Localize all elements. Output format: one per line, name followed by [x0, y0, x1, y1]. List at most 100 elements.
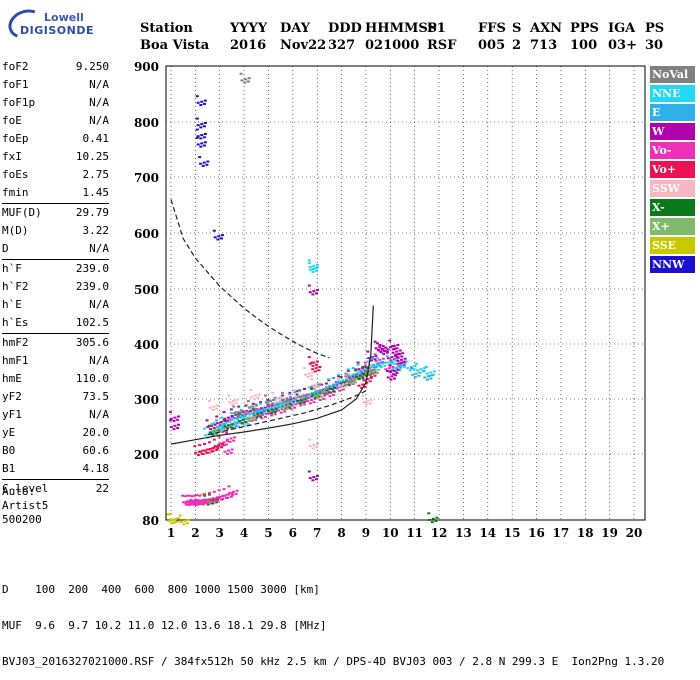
data-point	[307, 284, 311, 287]
data-point	[311, 384, 315, 387]
data-point	[246, 80, 250, 83]
data-point	[368, 380, 372, 383]
y-tick-label: 400	[134, 338, 159, 352]
header-label-4: HHMMSS	[365, 21, 437, 36]
data-point	[216, 425, 220, 428]
data-point	[281, 401, 285, 404]
data-point	[207, 491, 211, 494]
model-curve-dashed	[207, 390, 367, 436]
param-value: N/A	[89, 408, 109, 421]
x-tick-label: 6	[289, 526, 297, 540]
logo-text-line2: DIGISONDE	[20, 24, 94, 37]
data-point	[189, 499, 193, 502]
param-row: h`E N/A	[2, 296, 109, 314]
x-tick-label: 18	[577, 526, 594, 540]
param-label: hmE	[2, 372, 22, 385]
param-row: foE N/A	[2, 112, 109, 130]
data-point	[285, 407, 289, 410]
y-tick-label: 600	[134, 227, 159, 241]
data-point	[396, 359, 400, 362]
data-point	[289, 396, 293, 399]
y-tick-label: 500	[134, 283, 159, 297]
data-point	[188, 494, 192, 497]
data-point	[225, 438, 229, 441]
param-label: foE	[2, 114, 22, 127]
param-label: h`Es	[2, 316, 29, 329]
data-point	[199, 145, 203, 148]
data-point	[235, 417, 239, 420]
data-point	[182, 523, 186, 526]
data-point	[301, 395, 305, 398]
data-point	[302, 403, 306, 406]
data-point	[347, 374, 351, 377]
param-value: 22	[95, 482, 109, 495]
data-point	[411, 373, 415, 376]
data-point	[307, 356, 311, 359]
param-value: 29.79	[75, 206, 109, 219]
data-point	[378, 346, 382, 349]
data-point	[272, 399, 276, 401]
data-point	[215, 501, 219, 504]
polarization-legend: NoVal NNE E W Vo- Vo+ SSW X- X+ SSE NNW	[650, 66, 695, 275]
data-point	[301, 393, 305, 396]
data-point	[251, 402, 255, 405]
data-point	[347, 376, 351, 379]
param-row: hmF2 305.6	[2, 334, 109, 352]
data-point	[401, 352, 405, 355]
data-point	[244, 414, 248, 417]
data-point	[362, 372, 366, 375]
data-point	[221, 430, 225, 433]
legend-entry: W	[650, 123, 695, 140]
data-point	[191, 501, 195, 504]
data-point	[230, 424, 234, 427]
data-point	[389, 370, 393, 373]
data-point	[343, 384, 347, 387]
header-label-5: P1	[427, 21, 446, 36]
data-point	[216, 238, 220, 241]
x-tick-label: 13	[455, 526, 472, 540]
data-point	[227, 424, 231, 427]
data-point	[362, 373, 366, 376]
data-point	[205, 419, 209, 422]
data-point	[369, 370, 373, 373]
data-point	[210, 423, 214, 426]
data-point	[335, 383, 339, 386]
data-point	[344, 372, 348, 375]
data-point	[417, 374, 421, 377]
data-point	[215, 407, 219, 410]
data-point	[229, 408, 233, 411]
data-point	[199, 162, 203, 165]
data-point	[300, 399, 304, 401]
data-point	[231, 403, 235, 406]
data-point	[203, 494, 207, 497]
data-point	[274, 407, 278, 410]
data-point	[272, 408, 276, 411]
data-point	[229, 426, 233, 429]
data-point	[328, 384, 332, 387]
data-point	[177, 423, 181, 426]
data-point	[347, 380, 351, 383]
x-tick-label: 8	[337, 526, 345, 540]
data-point	[211, 500, 215, 503]
data-point	[403, 362, 407, 365]
data-point	[282, 408, 286, 411]
data-point	[418, 371, 422, 374]
data-point	[283, 410, 287, 413]
data-point	[227, 417, 231, 420]
data-point	[227, 449, 231, 452]
data-point	[330, 388, 334, 390]
data-point	[216, 422, 220, 425]
data-point	[286, 404, 290, 407]
data-point	[314, 383, 318, 386]
param-label: fmin	[2, 186, 29, 199]
data-point	[207, 493, 211, 496]
data-point	[389, 359, 393, 362]
data-point	[190, 500, 194, 503]
data-point	[244, 404, 248, 407]
data-point	[425, 378, 429, 381]
plot-frame	[165, 65, 646, 521]
data-point	[201, 164, 205, 167]
data-point	[308, 445, 312, 448]
legend-entry: SSE	[650, 237, 695, 254]
data-point	[388, 339, 392, 342]
